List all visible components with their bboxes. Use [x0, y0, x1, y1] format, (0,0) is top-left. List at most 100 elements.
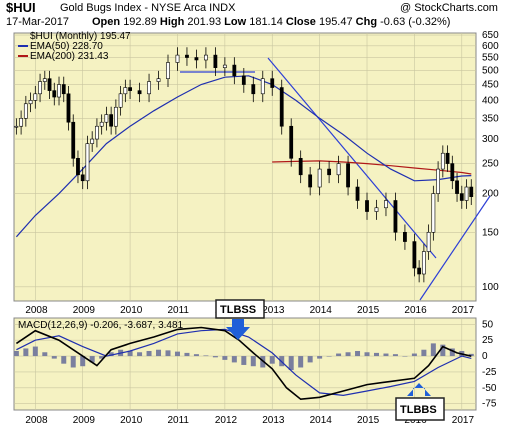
candle-body — [85, 143, 90, 182]
macd-hist-bar — [345, 352, 351, 357]
chg-label: Chg — [355, 16, 378, 28]
candle-body — [241, 75, 246, 85]
candle-body — [61, 84, 66, 95]
macd-hist-bar — [127, 350, 133, 357]
macd-y-tick: 50 — [482, 319, 494, 330]
macd-hist-bar — [430, 343, 436, 357]
callout-top-box — [215, 299, 265, 319]
price-series — [14, 47, 474, 283]
macd-hist-bar — [355, 350, 361, 357]
candle-body — [76, 158, 80, 176]
price-x-tick: 2016 — [404, 305, 427, 316]
macd-hist-bar — [42, 352, 48, 357]
macd-hist-bar — [402, 356, 408, 357]
macd-hist-bar — [449, 348, 455, 357]
macd-hist-bar — [440, 344, 446, 357]
candle-body — [33, 93, 38, 101]
macd-hist-bar — [336, 353, 342, 357]
macd-hist-bar — [326, 356, 332, 357]
candle-body — [99, 121, 104, 127]
macd-hist-bar — [193, 354, 199, 357]
candle-body — [440, 152, 445, 170]
price-y-tick: 550 — [482, 53, 499, 64]
candle-body — [393, 200, 398, 233]
price-x-tick: 2014 — [310, 305, 333, 316]
candle-body — [308, 174, 313, 188]
symbol: $HUI — [6, 0, 36, 15]
macd-y-tick: -50 — [482, 383, 497, 394]
candle-body — [137, 90, 142, 95]
price-y-tick: 200 — [482, 189, 499, 200]
macd-hist-bar — [174, 351, 180, 357]
candle-body — [445, 152, 450, 164]
chg-value: -0.63 (-0.32%) — [380, 16, 451, 28]
macd-x-tick: 2017 — [452, 415, 475, 426]
candle-body — [336, 163, 341, 176]
candle-body — [19, 118, 24, 127]
price-legend: $HUI (Monthly) 195.47 EMA(50) 228.70 EMA… — [18, 31, 131, 62]
legend-price: $HUI (Monthly) 195.47 — [30, 31, 131, 42]
candle-body — [412, 241, 417, 269]
candle-body — [47, 78, 52, 91]
price-y-tick: 600 — [482, 41, 499, 52]
price-x-tick: 2017 — [452, 305, 475, 316]
macd-hist-bar — [23, 348, 29, 357]
legend-macd: MACD(12,26,9) -0.206, -3.687, 3.481 — [18, 320, 184, 331]
candle-body — [260, 78, 265, 95]
candle-body — [109, 114, 114, 127]
open-value: 192.89 — [123, 16, 157, 28]
candle-body — [455, 180, 459, 194]
low-label: Low — [224, 16, 247, 28]
candle-body — [251, 84, 256, 95]
macd-hist-bar — [137, 352, 143, 357]
candle-body — [204, 54, 208, 61]
macd-hist-bar — [70, 356, 76, 368]
macd-hist-bar — [288, 356, 294, 371]
candle-body — [71, 121, 76, 159]
candle-body — [28, 100, 33, 105]
macd-x-tick: 2015 — [357, 415, 380, 426]
macd-signal-line — [16, 328, 472, 397]
callout-bottom-arrow — [407, 383, 431, 396]
macd-hist-bar — [165, 350, 171, 357]
macd-hist-bar — [421, 349, 427, 357]
macd-series — [13, 326, 474, 401]
uptrend-line — [419, 195, 491, 301]
macd-x-tick: 2011 — [167, 415, 189, 426]
candle-body — [147, 81, 151, 95]
macd-hist-bar — [51, 356, 57, 359]
macd-hist-bar — [184, 352, 190, 357]
low-value: 181.14 — [249, 16, 283, 28]
price-x-tick: 2008 — [25, 305, 48, 316]
macd-hist-bar — [298, 356, 304, 368]
macd-hist-bar — [146, 350, 152, 357]
candle-body — [464, 186, 469, 201]
price-x-tick: 2013 — [262, 305, 285, 316]
macd-hist-bar — [411, 353, 417, 357]
macd-y-tick: -25 — [482, 367, 497, 378]
macd-hist-bar — [89, 356, 95, 363]
close-value: 195.47 — [318, 16, 353, 28]
macd-y-tick: 0 — [482, 351, 488, 362]
candle-body — [90, 138, 95, 144]
candle-body — [436, 168, 440, 194]
callout-bottom: TLBBS — [395, 383, 445, 421]
candle-body — [57, 84, 61, 98]
macd-hist-bar — [32, 346, 38, 357]
quote-date: 17-Mar-2017 — [6, 16, 69, 28]
candle-body — [23, 103, 28, 119]
macd-hist-bar — [468, 353, 474, 357]
candle-body — [450, 163, 455, 182]
candle-body — [426, 231, 431, 252]
macd-hist-bar — [383, 353, 389, 357]
price-y-tick: 250 — [482, 159, 499, 170]
candle-body — [128, 87, 132, 91]
candle-body — [95, 125, 99, 140]
candle-body — [123, 87, 128, 95]
candle-body — [213, 54, 218, 68]
callout-top-arrow — [226, 319, 250, 340]
macd-hist-bar — [317, 356, 323, 359]
candle-body — [431, 193, 436, 233]
macd-hist-bar — [212, 356, 218, 358]
copyright: @ StockCharts.com — [400, 2, 498, 14]
